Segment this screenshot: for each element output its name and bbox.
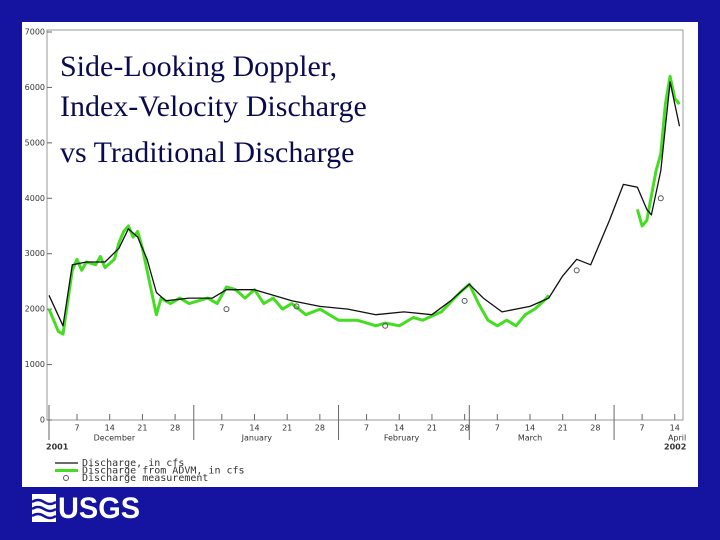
- y-tick-label: 7000: [25, 28, 45, 37]
- x-tick-label: 21: [282, 424, 292, 433]
- title-line: Index-Velocity Discharge: [60, 90, 367, 123]
- start-year: 2001: [46, 443, 69, 452]
- month-label: April: [668, 434, 686, 443]
- x-tick-label: 14: [394, 424, 404, 433]
- y-tick-label: 0: [40, 416, 45, 425]
- series-line: [48, 81, 681, 327]
- x-tick-label: 14: [105, 424, 115, 433]
- legend-label: Discharge, in cfs: [82, 458, 184, 469]
- x-tick-label: 14: [249, 424, 259, 433]
- y-tick-label: 2000: [25, 305, 45, 314]
- x-tick-label: 7: [364, 424, 369, 433]
- measurement-point: [657, 195, 664, 202]
- measurement-point: [293, 303, 300, 310]
- measurement-point: [461, 297, 468, 304]
- month-label: January: [241, 434, 273, 443]
- measurement-point: [223, 306, 230, 313]
- x-tick-label: 14: [525, 424, 535, 433]
- measurement-point: [382, 322, 389, 329]
- y-tick-label: 1000: [25, 360, 45, 369]
- x-tick-label: 14: [670, 424, 680, 433]
- legend-label: Discharge measurement: [82, 473, 208, 484]
- legend-marker: [63, 475, 69, 481]
- title-line: vs Traditional Discharge: [60, 136, 354, 169]
- y-tick-label: 6000: [25, 83, 45, 92]
- y-tick-label: 4000: [25, 194, 45, 203]
- x-tick-label: 21: [558, 424, 568, 433]
- logo-waves: [31, 498, 57, 520]
- x-tick-label: 28: [590, 424, 600, 433]
- x-tick-label: 28: [170, 424, 180, 433]
- y-tick-label: 3000: [25, 249, 45, 258]
- logo-text: USGS: [58, 492, 140, 525]
- month-label: March: [518, 434, 542, 443]
- title-line: Side-Looking Doppler,: [60, 50, 337, 83]
- x-tick-label: 7: [74, 424, 79, 433]
- plot-frame: [46, 29, 684, 421]
- chart-panel: [22, 22, 698, 487]
- legend-label: Discharge from ADVM, in cfs: [82, 466, 245, 477]
- end-year: 2002: [664, 443, 686, 452]
- x-tick-label: 28: [460, 424, 470, 433]
- x-tick-label: 7: [219, 424, 224, 433]
- x-tick-label: 28: [315, 424, 325, 433]
- measurement-point: [573, 267, 580, 274]
- x-tick-label: 21: [137, 424, 147, 433]
- usgs-logo: USGS: [31, 492, 140, 525]
- x-tick-label: 7: [495, 424, 500, 433]
- month-label: February: [384, 434, 420, 443]
- y-tick-label: 5000: [25, 138, 45, 147]
- x-tick-label: 7: [640, 424, 645, 433]
- x-tick-label: 21: [427, 424, 437, 433]
- month-label: December: [94, 434, 136, 443]
